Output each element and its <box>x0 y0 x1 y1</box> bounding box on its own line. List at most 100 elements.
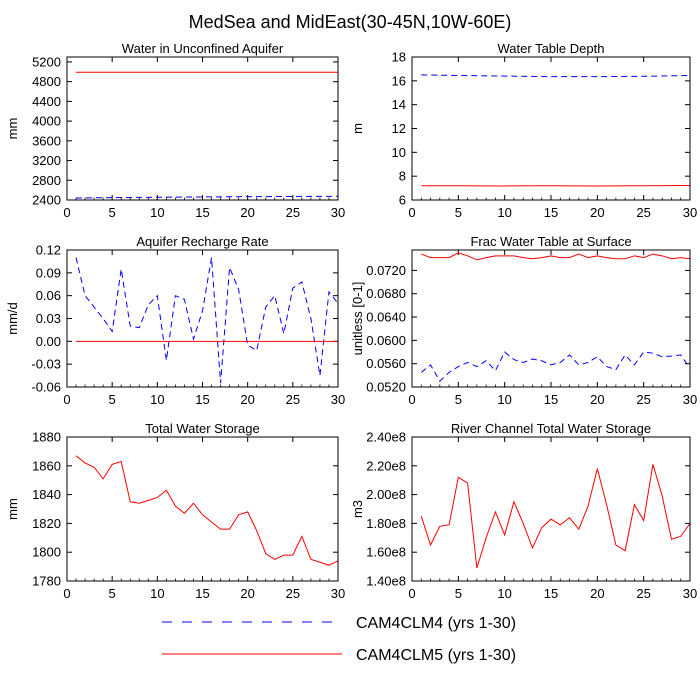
y-tick-label: 0.09 <box>36 265 61 280</box>
series-line-cam4clm4 <box>75 257 338 384</box>
y-tick-label: -0.06 <box>31 380 61 395</box>
y-tick-label: 8 <box>399 169 406 184</box>
x-tick-label: 15 <box>195 586 209 601</box>
y-tick-label: 1780 <box>32 574 61 589</box>
x-tick-label: 0 <box>408 205 415 220</box>
x-tick-label: 5 <box>109 586 116 601</box>
panel-title: Frac Water Table at Surface <box>470 234 631 249</box>
y-tick-label: 0.00 <box>36 334 61 349</box>
y-tick-label: 1.40e8 <box>366 574 406 589</box>
x-tick-label: 20 <box>240 392 254 407</box>
x-tick-label: 10 <box>497 392 511 407</box>
x-tick-label: 10 <box>150 205 164 220</box>
x-tick-label: 20 <box>240 586 254 601</box>
x-tick-label: 20 <box>590 205 604 220</box>
x-tick-label: 10 <box>497 205 511 220</box>
x-tick-label: 10 <box>497 586 511 601</box>
y-tick-label: 1800 <box>32 545 61 560</box>
y-tick-label: 0.0720 <box>366 263 406 278</box>
x-tick-label: 25 <box>636 586 650 601</box>
x-tick-label: 15 <box>195 205 209 220</box>
panel-6: River Channel Total Water Storage m3 0 5 10 1… <box>350 421 697 601</box>
x-tick-label: 20 <box>590 392 604 407</box>
series-line-cam4clm4 <box>76 195 338 199</box>
series-line-cam4clm5 <box>420 464 690 569</box>
x-tick-label: 30 <box>331 205 345 220</box>
legend-label-1: CAM4CLM4 (yrs 1-30) <box>356 615 516 632</box>
x-tick-label: 30 <box>683 392 697 407</box>
panel-1: Water in Unconfined Aquifer mm 0 5 10 15 20 25 3… <box>5 41 345 220</box>
y-tick-label: 0.06 <box>36 288 61 303</box>
x-tick-label: 5 <box>455 205 462 220</box>
panel-3: Aquifer Recharge Rate mm/d 0 5 10 15 20 25 30 -0.… <box>5 234 345 407</box>
y-tick-label: 1860 <box>32 458 61 473</box>
y-axis-label: mm <box>5 118 20 140</box>
figure-title: MedSea and MidEast(30-45N,10W-60E) <box>189 12 512 32</box>
y-tick-label: 2400 <box>32 193 61 208</box>
series-line-cam4clm4 <box>420 351 690 382</box>
series-line-cam4clm5 <box>75 455 338 566</box>
y-tick-label: 0.0600 <box>366 333 406 348</box>
panel-5: Total Water Storage mm 0 5 10 15 20 25 30 1780 180… <box>5 421 345 601</box>
y-tick-label: 0.12 <box>36 243 61 258</box>
y-tick-label: 18 <box>392 50 406 65</box>
y-axis-label: mm <box>5 498 20 520</box>
y-axis-label: mm/d <box>5 302 20 335</box>
x-tick-label: 0 <box>408 586 415 601</box>
x-tick-label: 5 <box>455 586 462 601</box>
x-tick-label: 15 <box>195 392 209 407</box>
y-tick-label: 12 <box>392 121 406 136</box>
plot-frame <box>66 249 339 388</box>
panel-title: Total Water Storage <box>145 421 259 436</box>
x-tick-label: 25 <box>286 586 300 601</box>
x-tick-label: 5 <box>455 392 462 407</box>
plot-frame <box>66 436 339 582</box>
y-tick-label: 0.0640 <box>366 310 406 325</box>
panels: Water in Unconfined Aquifer mm 0 5 10 15 20 25 3… <box>5 41 697 601</box>
x-tick-label: 30 <box>331 392 345 407</box>
y-tick-label: 0.03 <box>36 311 61 326</box>
x-tick-label: 15 <box>544 392 558 407</box>
y-tick-label: 4800 <box>32 74 61 89</box>
y-axis-label: m3 <box>350 500 365 518</box>
x-tick-label: 10 <box>150 392 164 407</box>
legend: CAM4CLM4 (yrs 1-30) CAM4CLM5 (yrs 1-30) <box>162 615 516 664</box>
y-tick-label: 1820 <box>32 516 61 531</box>
x-tick-label: 15 <box>544 586 558 601</box>
plot-frame <box>66 56 339 201</box>
y-tick-label: 2.20e8 <box>366 458 406 473</box>
x-tick-label: 25 <box>286 392 300 407</box>
y-tick-label: 1840 <box>32 487 61 502</box>
x-tick-label: 0 <box>63 205 70 220</box>
y-axis-label: m <box>350 123 365 134</box>
y-tick-label: 0.0560 <box>366 356 406 371</box>
x-tick-label: 30 <box>331 586 345 601</box>
plot-frame <box>411 56 691 201</box>
y-tick-label: 14 <box>392 97 406 112</box>
x-tick-label: 20 <box>240 205 254 220</box>
x-tick-label: 0 <box>63 586 70 601</box>
panel-4: Frac Water Table at Surface unitless [0-1… <box>350 234 697 407</box>
x-tick-label: 30 <box>683 205 697 220</box>
y-tick-label: 6 <box>399 193 406 208</box>
y-tick-label: 2.00e8 <box>366 487 406 502</box>
legend-label-2: CAM4CLM5 (yrs 1-30) <box>356 647 516 664</box>
y-tick-label: 16 <box>392 73 406 88</box>
x-tick-label: 0 <box>408 392 415 407</box>
y-tick-label: 4400 <box>32 94 61 109</box>
y-tick-label: 3200 <box>32 153 61 168</box>
y-tick-label: 2.40e8 <box>366 430 406 445</box>
y-tick-label: 1880 <box>32 430 61 445</box>
panel-title: River Channel Total Water Storage <box>451 421 651 436</box>
plot-frame <box>411 436 691 582</box>
series-line-cam4clm5 <box>421 252 690 261</box>
panel-title: Water in Unconfined Aquifer <box>122 41 284 56</box>
y-tick-label: -0.03 <box>31 357 61 372</box>
y-tick-label: 4000 <box>32 114 61 129</box>
x-tick-label: 15 <box>544 205 558 220</box>
plot-frame <box>411 249 691 388</box>
y-tick-label: 1.80e8 <box>366 516 406 531</box>
y-tick-label: 2800 <box>32 173 61 188</box>
panel-title: Water Table Depth <box>498 41 605 56</box>
